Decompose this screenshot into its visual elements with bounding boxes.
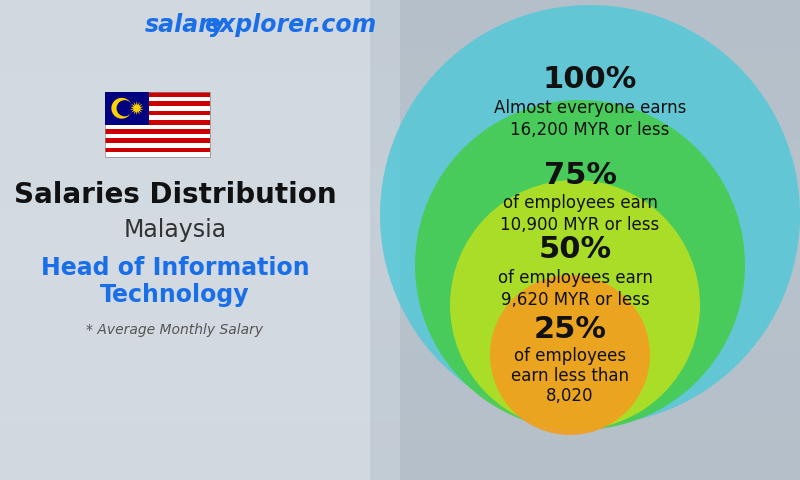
Text: Head of Information: Head of Information xyxy=(41,256,310,280)
Bar xyxy=(0,380,800,390)
Text: 75%: 75% xyxy=(543,160,617,190)
Bar xyxy=(0,240,800,250)
Bar xyxy=(0,110,800,120)
Bar xyxy=(0,210,800,220)
Bar xyxy=(0,300,800,310)
Bar xyxy=(0,320,800,330)
Bar xyxy=(0,420,800,430)
Bar xyxy=(0,470,800,480)
Bar xyxy=(105,134,210,138)
Bar xyxy=(0,120,800,130)
Circle shape xyxy=(450,180,700,430)
Text: 8,020: 8,020 xyxy=(546,387,594,405)
Bar xyxy=(0,90,800,100)
Bar xyxy=(0,450,800,460)
Bar xyxy=(0,40,800,50)
Bar xyxy=(400,0,800,480)
Bar xyxy=(0,410,800,420)
Bar xyxy=(105,138,210,143)
Bar xyxy=(0,350,800,360)
Bar xyxy=(0,440,800,450)
Bar xyxy=(0,0,800,10)
Bar xyxy=(0,60,800,70)
Bar xyxy=(0,50,800,60)
Bar xyxy=(105,101,210,106)
Text: 100%: 100% xyxy=(543,65,637,95)
Bar xyxy=(0,140,800,150)
Bar xyxy=(0,400,800,410)
Bar xyxy=(0,70,800,80)
Bar xyxy=(0,220,800,230)
Text: explorer.com: explorer.com xyxy=(204,13,376,37)
Bar xyxy=(0,340,800,350)
Bar xyxy=(105,92,149,124)
Text: 10,900 MYR or less: 10,900 MYR or less xyxy=(500,216,660,234)
Bar xyxy=(0,190,800,200)
Bar xyxy=(105,120,210,124)
Bar xyxy=(105,92,210,96)
Bar xyxy=(0,370,800,380)
Bar xyxy=(105,129,210,134)
Text: 9,620 MYR or less: 9,620 MYR or less xyxy=(501,291,650,309)
Text: Technology: Technology xyxy=(100,283,250,307)
Text: salary: salary xyxy=(144,13,226,37)
Bar xyxy=(0,130,800,140)
Bar xyxy=(0,250,800,260)
Bar xyxy=(105,92,210,157)
Circle shape xyxy=(380,5,800,425)
Text: 16,200 MYR or less: 16,200 MYR or less xyxy=(510,121,670,139)
Text: of employees earn: of employees earn xyxy=(502,194,658,212)
Bar xyxy=(0,180,800,190)
Text: * Average Monthly Salary: * Average Monthly Salary xyxy=(86,323,263,337)
Bar xyxy=(105,143,210,148)
Bar xyxy=(105,124,210,129)
Bar xyxy=(0,150,800,160)
Text: of employees earn: of employees earn xyxy=(498,269,653,287)
Bar xyxy=(0,270,800,280)
Bar xyxy=(0,330,800,340)
Bar xyxy=(0,0,370,480)
Circle shape xyxy=(111,98,132,119)
Text: Malaysia: Malaysia xyxy=(123,218,226,242)
Bar xyxy=(0,360,800,370)
Circle shape xyxy=(415,100,745,430)
Bar xyxy=(0,280,800,290)
Bar xyxy=(0,430,800,440)
Bar xyxy=(0,80,800,90)
Bar xyxy=(0,160,800,170)
Bar xyxy=(0,10,800,20)
Text: of employees: of employees xyxy=(514,347,626,365)
Circle shape xyxy=(117,100,133,116)
Bar xyxy=(105,110,210,115)
Bar xyxy=(0,290,800,300)
Bar xyxy=(0,30,800,40)
Text: earn less than: earn less than xyxy=(511,367,629,385)
Text: 50%: 50% xyxy=(538,236,611,264)
Bar xyxy=(0,390,800,400)
Circle shape xyxy=(490,275,650,435)
Bar xyxy=(105,148,210,152)
Bar xyxy=(105,106,210,110)
Bar xyxy=(0,0,400,480)
Bar xyxy=(0,310,800,320)
Bar xyxy=(105,96,210,101)
Bar xyxy=(0,20,800,30)
Text: 25%: 25% xyxy=(534,315,606,345)
Bar xyxy=(0,170,800,180)
Bar xyxy=(105,152,210,157)
Bar xyxy=(0,230,800,240)
Polygon shape xyxy=(130,101,144,115)
Bar xyxy=(0,100,800,110)
Bar xyxy=(0,260,800,270)
Text: Salaries Distribution: Salaries Distribution xyxy=(14,181,336,209)
Bar xyxy=(0,460,800,470)
Bar xyxy=(0,200,800,210)
Bar xyxy=(105,115,210,120)
Text: Almost everyone earns: Almost everyone earns xyxy=(494,99,686,117)
